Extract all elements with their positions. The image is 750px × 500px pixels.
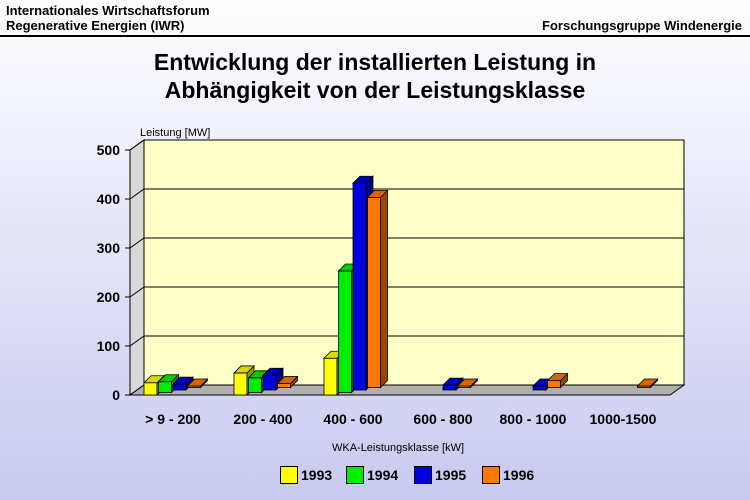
bar-1995-top [442, 377, 464, 386]
header-org-line1: Internationales Wirtschaftsforum [6, 3, 210, 18]
plot-back-wall [143, 139, 685, 386]
bar-1995-front [442, 384, 457, 391]
legend-swatch-1993 [280, 466, 298, 484]
bar-1995-front [262, 374, 277, 391]
x-tick-label: 1000-1500 [590, 411, 657, 427]
bar-1996-front [367, 196, 381, 388]
y-tick-label: 100 [97, 338, 121, 354]
chart-title-line2: Abhängigkeit von der Leistungsklasse [164, 77, 586, 103]
bar-1995-front [532, 385, 547, 391]
y-gridline [129, 139, 684, 151]
bar-1994-front [248, 377, 262, 393]
chart-title: Entwicklung der installierten Leistung i… [0, 48, 750, 104]
bar-1996-top [276, 376, 299, 384]
bar-1994-front [158, 381, 172, 393]
x-tick-label: 600 - 800 [413, 411, 472, 427]
bar-1993-front [143, 382, 158, 396]
legend-label-1994: 1994 [367, 467, 399, 483]
y-tick-label: 0 [112, 387, 120, 403]
bar-1993-top [233, 365, 255, 374]
plot-left-wall [129, 139, 145, 396]
plot-floor [128, 384, 686, 396]
bar-1995-front [352, 182, 367, 391]
y-tick-label: 400 [97, 191, 121, 207]
bar-1996-top [186, 378, 209, 387]
bar-1994-front [338, 270, 352, 393]
bar-1995-top [262, 367, 284, 376]
bar-1995-front [172, 383, 187, 391]
y-tick-label: 200 [97, 289, 121, 305]
y-gridline [129, 335, 684, 347]
y-gridline [129, 286, 684, 298]
x-tick-label: 200 - 400 [233, 411, 292, 427]
header-divider [0, 35, 750, 37]
x-tick-label: 800 - 1000 [500, 411, 567, 427]
y-tick-label: 300 [97, 240, 121, 256]
bar-1996-top [636, 378, 659, 387]
bar-1996-top [366, 189, 389, 198]
bar-1996-side [380, 189, 388, 389]
y-axis-label: Leistung [MW] [140, 127, 210, 139]
bar-1993-front [233, 372, 248, 396]
legend-label-1995: 1995 [435, 467, 467, 483]
header-left: Internationales Wirtschaftsforum Regener… [6, 3, 210, 33]
header-org-line2: Regenerative Energien (IWR) [6, 18, 185, 33]
chart-title-line1: Entwicklung der installierten Leistung i… [153, 49, 597, 75]
bar-1994-top [157, 374, 180, 383]
x-axis-label: WKA-Leistungsklasse [kW] [332, 442, 464, 454]
bar-1996-top [546, 373, 569, 382]
header-right: Forschungsgruppe Windenergie [542, 18, 742, 33]
bar-1996-top [456, 378, 479, 387]
bar-1995-top [352, 175, 374, 184]
bar-1996-front [277, 383, 291, 388]
y-gridline [129, 237, 684, 249]
y-tick-label: 500 [97, 142, 121, 158]
bar-1993-front [323, 357, 338, 396]
bar-1996-front [547, 380, 561, 388]
bar-1995-top [172, 376, 194, 385]
legend-swatch-1996 [482, 466, 500, 484]
x-tick-label: 400 - 600 [323, 411, 382, 427]
legend-swatch-1995 [414, 466, 432, 484]
legend-swatch-1994 [346, 466, 364, 484]
x-tick-label: > 9 - 200 [145, 411, 201, 427]
legend-label-1993: 1993 [301, 467, 333, 483]
y-gridline [129, 188, 684, 200]
legend-label-1996: 1996 [503, 467, 535, 483]
